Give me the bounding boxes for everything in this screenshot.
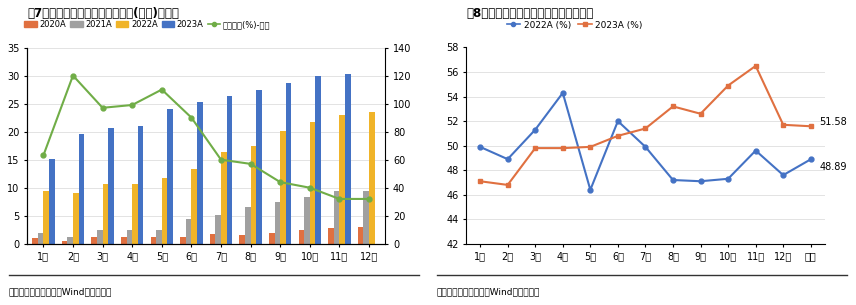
Bar	[286, 83, 292, 244]
Bar	[151, 237, 156, 244]
2022A (%)	[723, 177, 734, 181]
Text: 资料来源：公司公告，Wind，中原证券: 资料来源：公司公告，Wind，中原证券	[437, 287, 540, 296]
Bar	[340, 115, 345, 244]
Bar	[334, 191, 340, 244]
2022A (%)	[475, 145, 485, 149]
Bar	[156, 230, 162, 244]
Bar	[162, 178, 168, 244]
Bar	[316, 76, 321, 244]
2023A (%)	[751, 64, 761, 68]
Bar	[245, 207, 251, 244]
2023A (%)	[668, 105, 678, 108]
2023A (%)	[723, 84, 734, 87]
Bar	[275, 202, 280, 244]
Text: 51.58: 51.58	[819, 117, 847, 127]
Bar	[197, 102, 203, 244]
2023A (%)	[640, 127, 651, 130]
Bar	[62, 241, 68, 244]
2023A (%)	[695, 112, 705, 116]
Bar	[369, 112, 375, 244]
Text: 资料来源：公司公告，Wind，中原证券: 资料来源：公司公告，Wind，中原证券	[9, 287, 112, 296]
Bar	[138, 126, 144, 244]
Text: 图8：比亚迪新能源汽车纯电动销售占比: 图8：比亚迪新能源汽车纯电动销售占比	[467, 7, 593, 20]
Bar	[256, 90, 262, 244]
Bar	[79, 135, 84, 244]
2023A (%)	[778, 123, 788, 127]
Bar	[251, 146, 256, 244]
Bar	[92, 237, 97, 244]
Bar	[280, 131, 286, 244]
Bar	[68, 237, 73, 244]
Bar	[345, 74, 351, 244]
2023A (%)	[586, 145, 596, 149]
2023A (%)	[805, 124, 816, 128]
Bar	[97, 230, 103, 244]
2022A (%)	[530, 128, 540, 131]
2023A (%)	[502, 183, 513, 187]
Bar	[168, 109, 173, 244]
Line: 2022A (%): 2022A (%)	[478, 91, 813, 192]
2022A (%)	[640, 145, 651, 149]
Legend: 2022A (%), 2023A (%): 2022A (%), 2023A (%)	[507, 21, 643, 30]
Bar	[49, 159, 55, 244]
Bar	[38, 233, 44, 244]
2022A (%)	[805, 157, 816, 161]
Bar	[227, 96, 232, 244]
2022A (%)	[695, 179, 705, 183]
Bar	[108, 128, 114, 244]
2022A (%)	[586, 188, 596, 192]
Bar	[127, 230, 132, 244]
Bar	[33, 238, 38, 244]
2022A (%)	[668, 178, 678, 182]
2022A (%)	[613, 119, 623, 123]
Bar	[73, 193, 79, 244]
Text: 图7：比亚迪新能源汽车月度销量(万辆)及增速: 图7：比亚迪新能源汽车月度销量(万辆)及增速	[27, 7, 179, 20]
Bar	[240, 235, 245, 244]
Bar	[221, 152, 227, 244]
2023A (%)	[557, 146, 568, 150]
Bar	[186, 219, 192, 244]
2023A (%)	[475, 179, 485, 183]
Bar	[103, 184, 108, 244]
2023A (%)	[613, 134, 623, 138]
2022A (%)	[751, 149, 761, 152]
Bar	[44, 191, 49, 244]
Bar	[210, 234, 216, 244]
Bar	[269, 233, 275, 244]
2022A (%)	[778, 173, 788, 177]
Bar	[304, 197, 310, 244]
2023A (%)	[530, 146, 540, 150]
2022A (%)	[502, 157, 513, 161]
Bar	[216, 215, 221, 244]
Bar	[121, 236, 127, 244]
Bar	[328, 228, 334, 244]
Line: 2023A (%): 2023A (%)	[478, 63, 813, 187]
Bar	[132, 184, 138, 244]
Bar	[310, 122, 316, 244]
Text: 48.89: 48.89	[819, 162, 847, 172]
Legend: 2020A, 2021A, 2022A, 2023A, 同比增速(%)-右轴: 2020A, 2021A, 2022A, 2023A, 同比增速(%)-右轴	[24, 20, 270, 29]
2022A (%)	[557, 91, 568, 95]
Bar	[192, 169, 197, 244]
Bar	[358, 227, 364, 244]
Bar	[180, 236, 186, 244]
Bar	[299, 230, 304, 244]
Bar	[364, 191, 369, 244]
